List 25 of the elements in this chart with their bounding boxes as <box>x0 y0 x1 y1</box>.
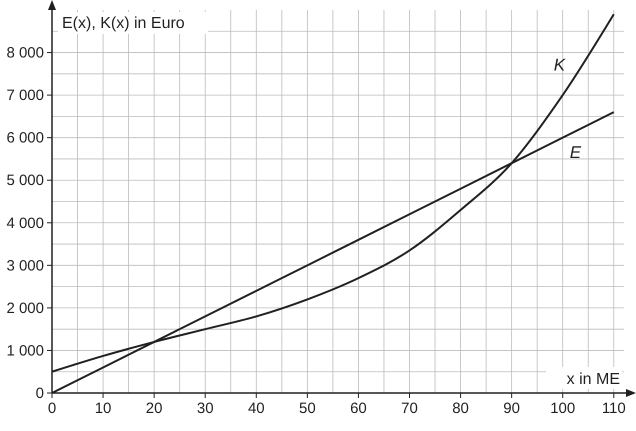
y-tick-label: 7 000 <box>6 87 44 104</box>
y-tick-label: 0 <box>36 385 44 402</box>
y-tick-label: 2 000 <box>6 300 44 317</box>
x-tick-label: 10 <box>94 400 112 417</box>
x-tick-label: 80 <box>452 400 469 417</box>
x-tick-label: 30 <box>196 400 214 417</box>
x-tick-label: 70 <box>401 400 418 417</box>
x-tick-label: 50 <box>299 400 316 417</box>
x-axis-title: x in ME <box>566 371 620 388</box>
x-tick-label: 90 <box>503 400 520 417</box>
series-label: K <box>554 55 566 74</box>
y-tick-label: 4 000 <box>6 214 44 232</box>
y-tick-label: 8 000 <box>6 44 44 62</box>
series-label: E <box>570 143 582 162</box>
y-tick-label: 6 000 <box>6 130 44 147</box>
x-tick-label: 60 <box>350 400 367 417</box>
y-tick-label: 1 000 <box>6 342 44 360</box>
x-tick-label: 0 <box>48 400 56 417</box>
x-tick-label: 110 <box>602 400 626 417</box>
y-tick-label: 3 000 <box>6 257 44 274</box>
y-tick-label: 5 000 <box>6 172 44 190</box>
x-tick-label: 40 <box>248 400 265 417</box>
x-tick-label: 100 <box>550 400 576 417</box>
y-axis-title: E(x), K(x) in Euro <box>62 15 185 32</box>
x-tick-label: 20 <box>146 400 162 417</box>
